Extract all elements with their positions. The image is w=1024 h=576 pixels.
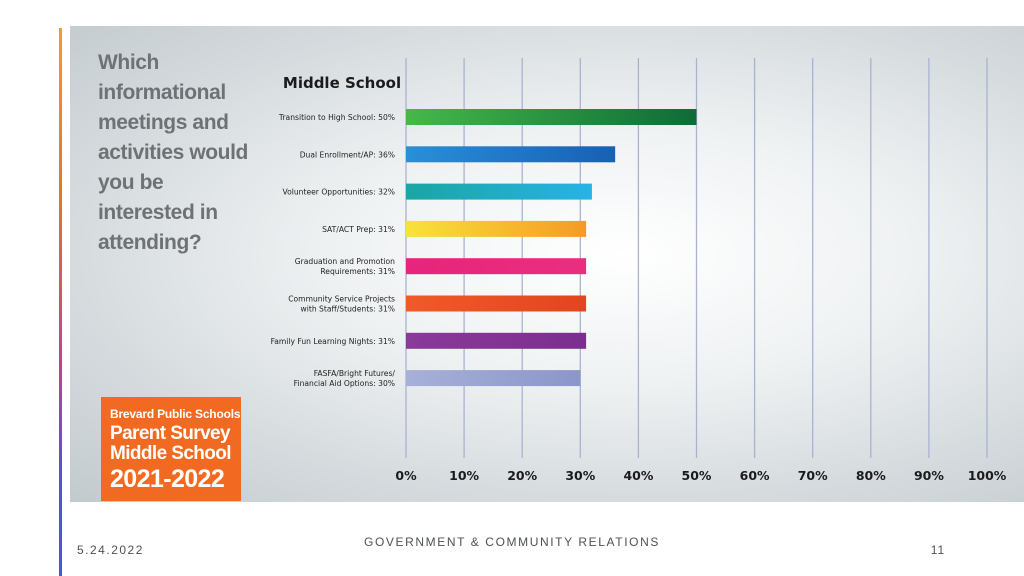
accent-bar bbox=[59, 28, 62, 576]
x-tick-label: 60% bbox=[740, 468, 770, 483]
badge-line-1: Brevard Public Schools bbox=[110, 407, 241, 421]
x-tick-label: 90% bbox=[914, 468, 944, 483]
category-label-1: Transition to High School: 50% bbox=[278, 113, 395, 122]
bar-2 bbox=[406, 146, 616, 163]
bar-5 bbox=[406, 258, 587, 275]
badge-line-2: Parent Survey bbox=[110, 423, 231, 444]
badge-line-3: Middle School bbox=[110, 443, 232, 464]
x-tick-label: 10% bbox=[449, 468, 479, 483]
x-tick-labels: 0% 10% 20% 30% 40% 50% 60% 70% 80% 90% 100% bbox=[395, 468, 1006, 483]
x-tick-label: 40% bbox=[623, 468, 653, 483]
chart-title: Middle School bbox=[283, 74, 401, 92]
bar-3 bbox=[406, 183, 592, 200]
x-tick-label: 30% bbox=[565, 468, 595, 483]
x-tick-label: 0% bbox=[395, 468, 417, 483]
footer-date: 5.24.2022 bbox=[77, 543, 144, 557]
category-labels: Transition to High School: 50% Dual Enrol… bbox=[271, 113, 396, 388]
category-label-7: Family Fun Learning Nights: 31% bbox=[271, 337, 395, 346]
category-label-4: SAT/ACT Prep: 31% bbox=[322, 225, 395, 234]
bar-4 bbox=[406, 220, 587, 237]
x-tick-label: 50% bbox=[682, 468, 712, 483]
category-label-5: Graduation and Promotion Requirements: 31… bbox=[295, 257, 395, 276]
footer-department: GOVERNMENT & COMMUNITY RELATIONS bbox=[364, 535, 660, 549]
x-tick-label: 100% bbox=[968, 468, 1007, 483]
bar-6 bbox=[406, 295, 587, 312]
category-label-6: Community Service Projects with Staff/Stu… bbox=[288, 295, 395, 314]
category-label-8: FASFA/Bright Futures/Financial Aid Optio… bbox=[294, 369, 396, 388]
bars bbox=[406, 109, 697, 387]
x-tick-label: 70% bbox=[798, 468, 828, 483]
survey-badge: Brevard Public Schools Parent Survey Mid… bbox=[101, 397, 241, 501]
question-text: Which informational meetings and activit… bbox=[98, 51, 248, 254]
x-tick-label: 80% bbox=[856, 468, 886, 483]
badge-line-4: 2021-2022 bbox=[110, 465, 225, 493]
category-label-3: Volunteer Opportunities: 32% bbox=[282, 188, 395, 197]
bar-1 bbox=[406, 109, 697, 125]
x-tick-label: 20% bbox=[507, 468, 537, 483]
bar-7 bbox=[406, 332, 587, 349]
page-number: 11 bbox=[930, 543, 946, 557]
bar-8 bbox=[406, 370, 581, 387]
category-label-2: Dual Enrollment/AP: 36% bbox=[300, 150, 395, 159]
